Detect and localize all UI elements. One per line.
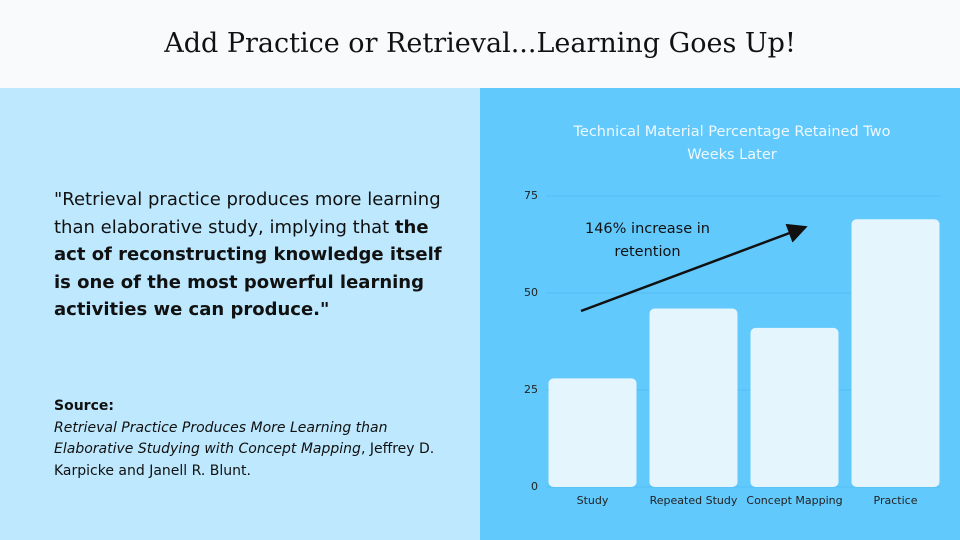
x-tick-label: Concept Mapping xyxy=(746,494,842,507)
y-tick-label: 75 xyxy=(524,189,538,202)
x-tick-label: Repeated Study xyxy=(650,494,738,507)
source-title: Retrieval Practice Produces More Learnin… xyxy=(54,419,388,458)
left-panel xyxy=(0,88,480,540)
bar xyxy=(649,308,738,487)
source-label: Source: xyxy=(54,398,114,414)
quote: "Retrieval practice produces more learni… xyxy=(54,186,449,324)
trend-arrow xyxy=(580,223,808,313)
header: Add Practice or Retrieval...Learning Goe… xyxy=(0,0,960,88)
y-tick-label: 0 xyxy=(531,480,538,493)
y-tick-label: 25 xyxy=(524,383,538,396)
chart-title: Technical Material Percentage Retained T… xyxy=(573,124,891,163)
quote-text: "Retrieval practice produces more learni… xyxy=(54,189,441,238)
bar xyxy=(548,378,637,487)
y-tick-label: 50 xyxy=(524,286,538,299)
source: Source: Retrieval Practice Produces More … xyxy=(54,396,454,482)
source-authors: , Jeffrey D. Karpicke and Janell R. Blun… xyxy=(54,441,435,479)
bar xyxy=(750,327,839,487)
quote-bold: the act of reconstructing knowledge itse… xyxy=(54,216,442,321)
x-tick-label: Practice xyxy=(874,494,918,507)
bar xyxy=(851,219,940,487)
x-tick-label: Study xyxy=(577,494,609,507)
annotation: 146% increase in retention xyxy=(584,221,710,260)
slide-title: Add Practice or Retrieval...Learning Goe… xyxy=(164,28,796,59)
